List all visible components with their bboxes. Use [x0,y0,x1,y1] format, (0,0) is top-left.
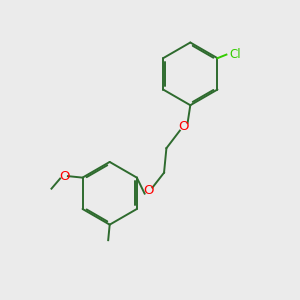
Text: Cl: Cl [230,48,241,61]
Text: O: O [59,169,69,183]
Text: O: O [178,120,189,133]
Text: O: O [143,184,154,197]
